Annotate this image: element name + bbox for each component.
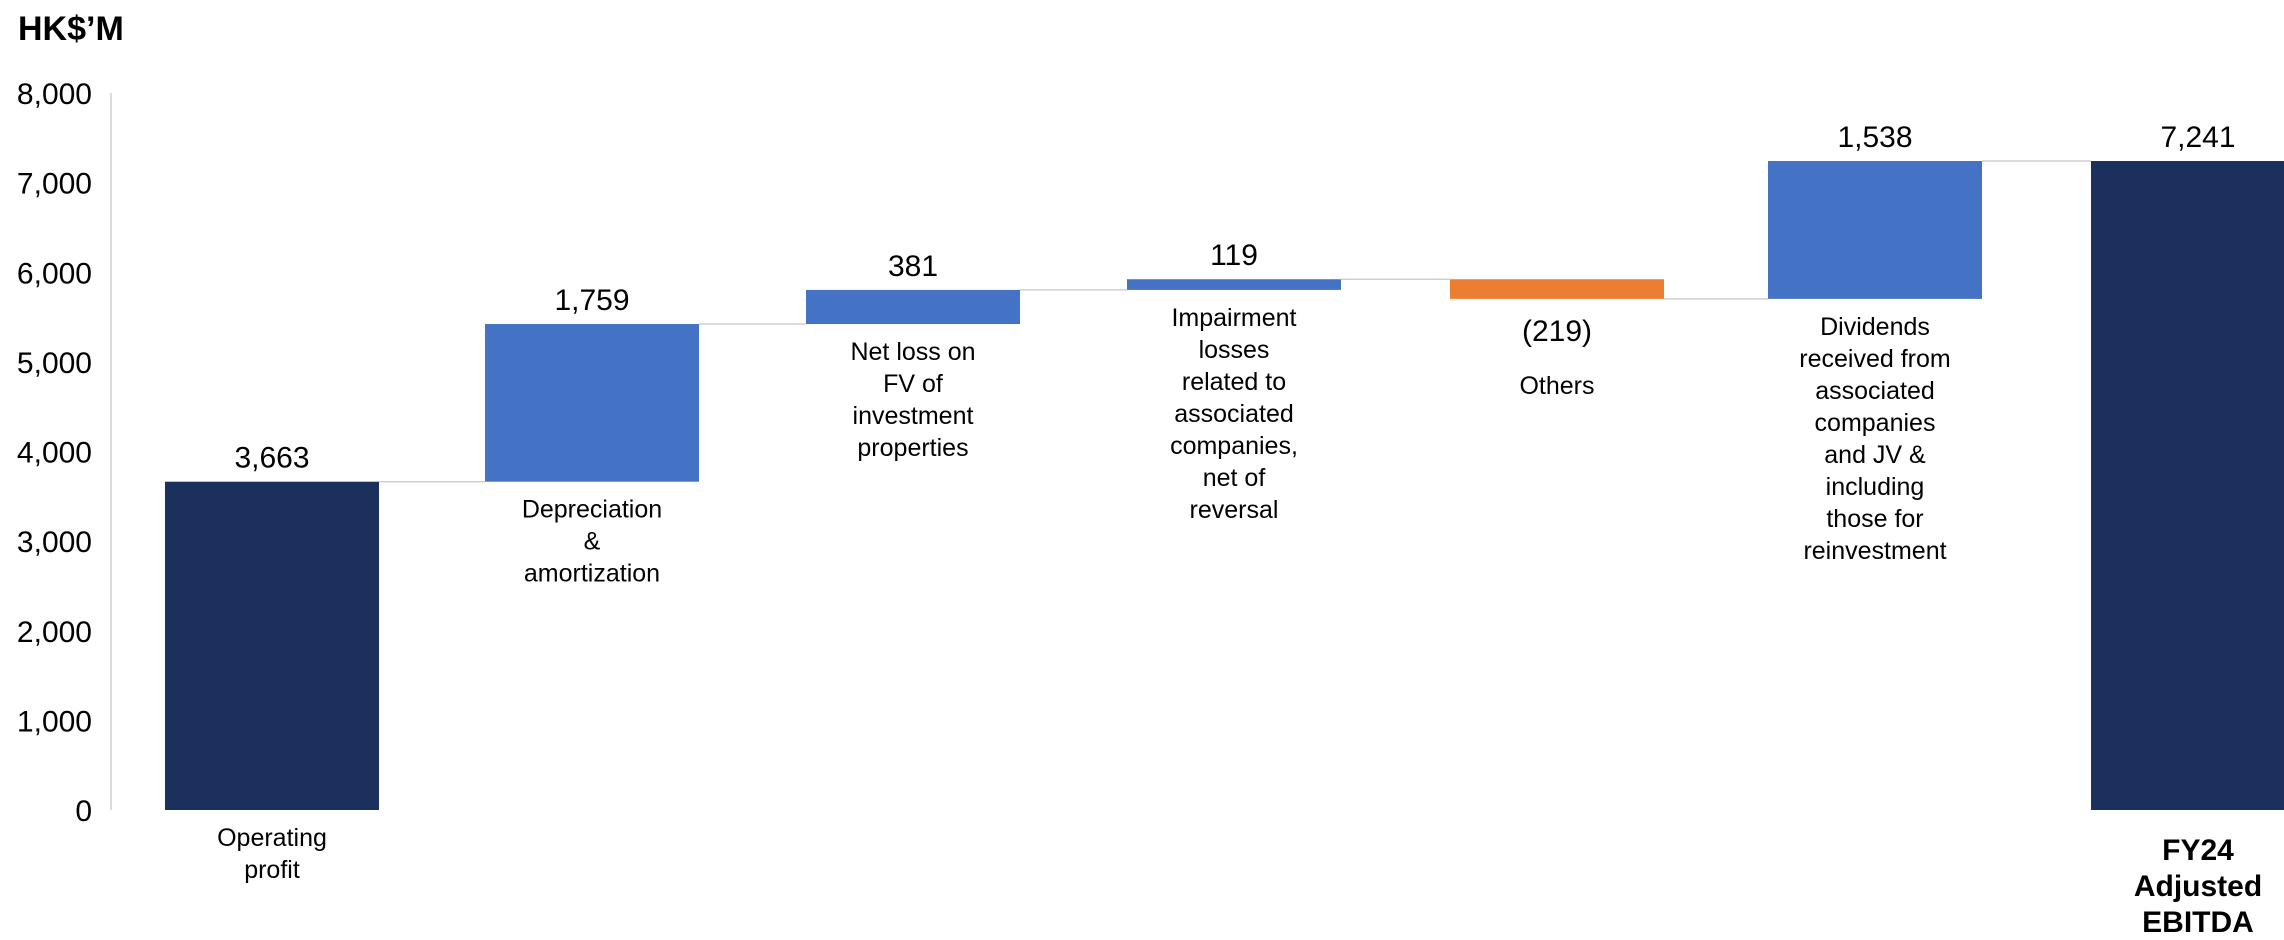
value-label: 119 [1210, 239, 1258, 272]
category-label-line: Depreciation [522, 496, 662, 524]
category-label-line: related to [1182, 368, 1286, 396]
category-label-line: properties [857, 434, 968, 462]
category-label-line: profit [244, 856, 300, 884]
y-tick-label: 8,000 [17, 78, 92, 111]
category-label: FY24 Adjusted EBITDA [2134, 834, 2262, 939]
y-tick-label: 4,000 [17, 437, 92, 470]
category-label-line: FY24 [2162, 834, 2234, 867]
category-label-line: companies, [1170, 432, 1298, 460]
category-label-line: EBITDA [2142, 906, 2254, 939]
bar-increase [485, 324, 699, 482]
unit-label: HK$’M [18, 10, 124, 48]
value-label: 1,538 [1837, 121, 1912, 154]
y-tick-label: 1,000 [17, 705, 92, 738]
category-label-line: losses [1199, 336, 1270, 364]
category-label-line: FV of [883, 370, 943, 398]
value-label: 7,241 [2160, 121, 2235, 154]
category-label-line: reinvestment [1803, 537, 1946, 565]
bar-increase [806, 289, 1020, 325]
category-label-line: Adjusted [2134, 870, 2262, 903]
y-tick-label: 6,000 [17, 257, 92, 290]
category-label: Impairment losses related to associated comp… [1170, 304, 1298, 524]
category-label-line: reversal [1190, 496, 1279, 524]
category-label: Operating profit [217, 824, 327, 884]
y-tick-label: 0 [75, 795, 92, 828]
y-tick-label: 7,000 [17, 168, 92, 201]
bar-total [165, 481, 379, 810]
y-tick-label: 5,000 [17, 347, 92, 380]
category-label-line: & [584, 528, 601, 556]
value-label: 381 [888, 250, 938, 283]
bar-decrease [1450, 279, 1664, 299]
bar-increase [1127, 279, 1341, 290]
category-label-line: and JV & [1824, 441, 1926, 469]
category-label-line: associated [1174, 400, 1294, 428]
bars [165, 161, 2284, 810]
category-label-line: Dividends [1820, 313, 1930, 341]
category-label-line: associated [1815, 377, 1935, 405]
category-label-line: amortization [524, 560, 660, 588]
category-label: Depreciation & amortization [522, 496, 662, 588]
bar-total [2091, 161, 2284, 810]
category-label-line: Impairment [1171, 304, 1296, 332]
value-label: 3,663 [234, 442, 309, 475]
bar-increase [1768, 161, 1982, 299]
category-label: Net loss on FV of investment properties [850, 338, 975, 462]
category-label-line: received from [1799, 345, 1950, 373]
category-label-line: including [1826, 473, 1925, 501]
category-label-line: those for [1826, 505, 1923, 533]
category-label-line: Operating [217, 824, 327, 852]
category-label-line: investment [853, 402, 974, 430]
category-label: Dividends received from associated companie… [1799, 313, 1950, 565]
value-label: 1,759 [554, 284, 629, 317]
connector-lines [379, 160, 2091, 483]
y-tick-label: 2,000 [17, 616, 92, 649]
category-label-line: companies [1815, 409, 1936, 437]
y-tick-label: 3,000 [17, 526, 92, 559]
category-label-line: net of [1203, 464, 1266, 492]
category-label-line: Net loss on [850, 338, 975, 366]
category-label: Others [1519, 372, 1594, 400]
value-labels: 3,663 1,759 381 119 (219) 1,538 7,241 [234, 121, 2235, 475]
y-axis-ticks: 0 1,000 2,000 3,000 4,000 5,000 6,000 7,000 8,00… [17, 78, 92, 828]
category-label-line: Others [1519, 372, 1594, 400]
category-labels: Operating profit Depreciation & amortization… [217, 304, 2262, 939]
value-label: (219) [1522, 315, 1592, 348]
